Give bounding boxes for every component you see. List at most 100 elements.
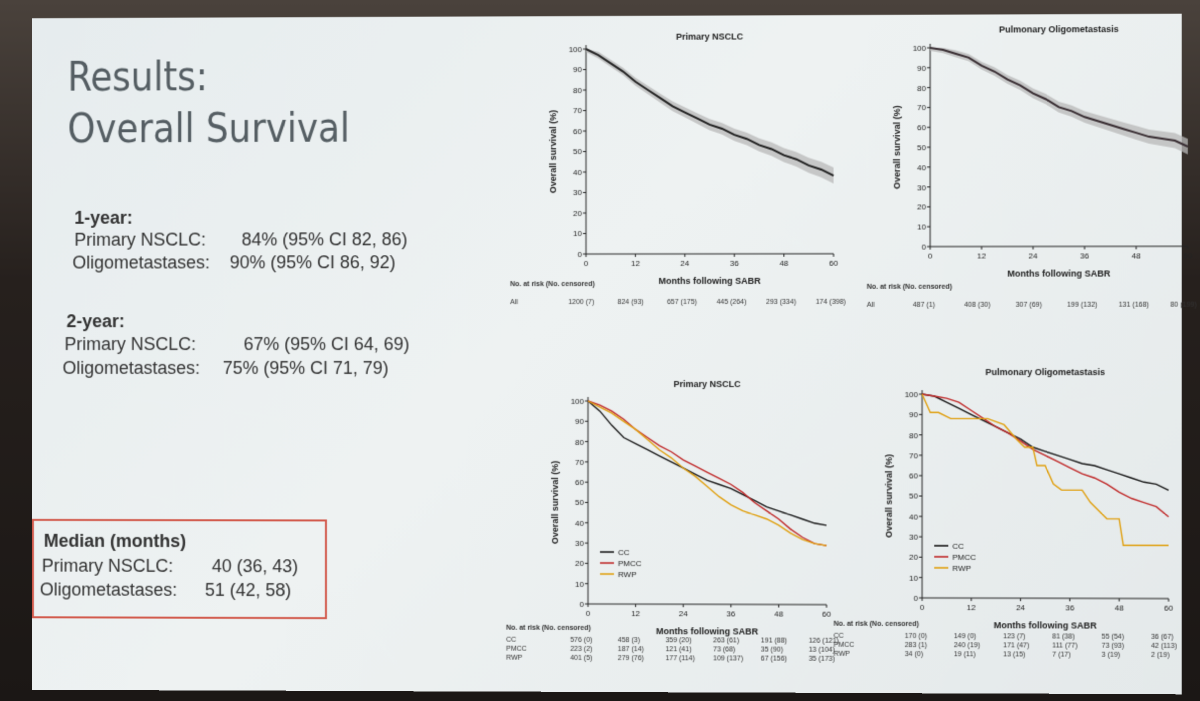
risk-cell: 123 (7) <box>1003 633 1025 640</box>
y-axis-label: Overall survival (%) <box>884 454 894 538</box>
risk-row-label: CC <box>506 637 516 644</box>
y-tick-label: 0 <box>914 594 919 603</box>
y-tick-label: 40 <box>573 168 582 177</box>
y-tick-label: 40 <box>909 512 919 521</box>
y-tick-label: 50 <box>917 143 927 152</box>
risk-cell: 408 (30) <box>964 302 990 309</box>
y-tick-label: 50 <box>575 498 584 507</box>
y-tick-label: 50 <box>909 492 919 501</box>
risk-cell: 283 (1) <box>905 642 927 649</box>
risk-table-header: No. at risk (No. censored) <box>867 284 952 291</box>
x-axis-label: Months following SABR <box>1007 268 1110 278</box>
y-tick-label: 60 <box>909 472 919 481</box>
y-tick-label: 60 <box>575 478 584 487</box>
x-tick-label: 24 <box>680 259 689 268</box>
y-tick-label: 40 <box>575 519 584 528</box>
risk-row-label: CC <box>834 633 844 640</box>
legend-label: RWP <box>618 570 637 579</box>
x-tick-label: 36 <box>730 259 739 268</box>
chart-primary-nsclc-by-group: Primary NSCLC01020304050607080901000 12 24… <box>498 351 828 620</box>
one-year-nsclc-label: Primary NSCLC: <box>74 230 206 251</box>
title-line-1: Results: <box>67 51 349 104</box>
y-tick-label: 80 <box>909 431 919 440</box>
y-tick-label: 30 <box>573 189 582 198</box>
risk-cell: 171 (47) <box>1003 642 1029 649</box>
risk-cell: 458 (3) <box>618 637 640 644</box>
one-year-header: 1-year: <box>74 208 132 229</box>
x-axis <box>922 598 1168 599</box>
chart-title: Pulmonary Oligometastasis <box>999 24 1119 35</box>
risk-cell: 445 (264) <box>716 299 746 306</box>
x-axis-label: Months following SABR <box>659 276 762 286</box>
x-axis-label: Months following SABR <box>656 626 759 636</box>
risk-row-label: PMCC <box>834 642 855 649</box>
y-axis-label: Overall survival (%) <box>892 105 902 189</box>
y-tick-label: 10 <box>909 573 919 582</box>
risk-cell: 307 (69) <box>1016 302 1042 309</box>
y-tick-label: 90 <box>917 64 927 73</box>
risk-cell: 657 (175) <box>667 299 697 306</box>
risk-row-label: All <box>867 302 875 309</box>
risk-cell: 149 (0) <box>954 633 976 640</box>
x-tick-label: 12 <box>977 252 987 261</box>
x-tick-label: 0 <box>920 603 925 612</box>
confidence-band <box>930 47 1188 155</box>
risk-table-header: No. at risk (No. censored) <box>834 621 919 628</box>
risk-cell: 19 (11) <box>954 651 976 658</box>
series-line-pmcc <box>588 401 827 546</box>
y-tick-label: 0 <box>578 250 583 259</box>
chart-title: Pulmonary Oligometastasis <box>985 367 1105 377</box>
one-year-oligo-label: Oligometastases: <box>72 252 210 273</box>
legend-label: RWP <box>952 564 971 573</box>
title-line-2: Overall Survival <box>67 103 349 156</box>
y-tick-label: 50 <box>573 148 582 157</box>
y-tick-label: 10 <box>575 580 584 589</box>
y-tick-label: 20 <box>917 203 927 212</box>
risk-cell: 263 (61) <box>713 637 739 644</box>
x-tick-label: 48 <box>779 259 789 268</box>
risk-cell: 109 (137) <box>713 655 743 662</box>
y-tick-label: 90 <box>575 417 584 426</box>
two-year-nsclc-value: 67% (95% CI 64, 69) <box>244 334 410 355</box>
y-tick-label: 20 <box>573 209 582 218</box>
series-line-cc <box>922 394 1168 490</box>
x-tick-label: 36 <box>726 609 735 618</box>
x-tick-label: 36 <box>1065 603 1075 612</box>
y-axis-label: Overall survival (%) <box>548 110 558 193</box>
median-oligo-value: 51 (42, 58) <box>205 580 291 601</box>
slide-title: Results: Overall Survival <box>67 51 349 155</box>
y-tick-label: 70 <box>573 107 582 116</box>
risk-cell: 34 (0) <box>905 651 923 658</box>
risk-table-header: No. at risk (No. censored) <box>510 281 595 288</box>
chart-oligometastasis-by-group: Pulmonary Oligometastasis010203040506070… <box>844 342 1177 614</box>
x-tick-label: 0 <box>928 252 933 261</box>
y-tick-label: 70 <box>909 451 919 460</box>
x-tick-label: 60 <box>1164 604 1174 613</box>
y-axis-label: Overall survival (%) <box>550 461 560 544</box>
risk-cell: 223 (2) <box>570 646 592 653</box>
risk-cell: 293 (334) <box>766 299 796 306</box>
risk-cell: 80 (199) <box>1170 302 1196 309</box>
y-tick-label: 90 <box>909 410 919 419</box>
x-axis-label: Months following SABR <box>994 620 1097 630</box>
risk-cell: 170 (0) <box>905 633 927 640</box>
y-tick-label: 80 <box>573 86 582 95</box>
risk-cell: 35 (173) <box>809 656 835 663</box>
x-tick-label: 12 <box>631 609 640 618</box>
legend-label: CC <box>952 542 964 551</box>
series-line-rwp <box>922 394 1168 545</box>
y-tick-label: 100 <box>571 397 585 406</box>
risk-cell: 487 (1) <box>913 302 935 309</box>
risk-cell: 131 (168) <box>1119 302 1149 309</box>
risk-cell: 7 (17) <box>1052 652 1070 659</box>
risk-cell: 42 (113) <box>1151 643 1177 650</box>
median-header: Median (months) <box>44 531 186 552</box>
risk-cell: 1200 (7) <box>568 299 594 306</box>
risk-cell: 13 (104) <box>809 647 835 654</box>
risk-cell: 824 (93) <box>618 299 644 306</box>
x-tick-label: 60 <box>822 610 832 619</box>
chart-primary-nsclc-overall: Primary NSCLC01020304050607080901000 12 24… <box>508 15 828 286</box>
y-tick-label: 10 <box>573 230 582 239</box>
risk-cell: 3 (19) <box>1102 652 1121 659</box>
y-tick-label: 30 <box>917 183 927 192</box>
